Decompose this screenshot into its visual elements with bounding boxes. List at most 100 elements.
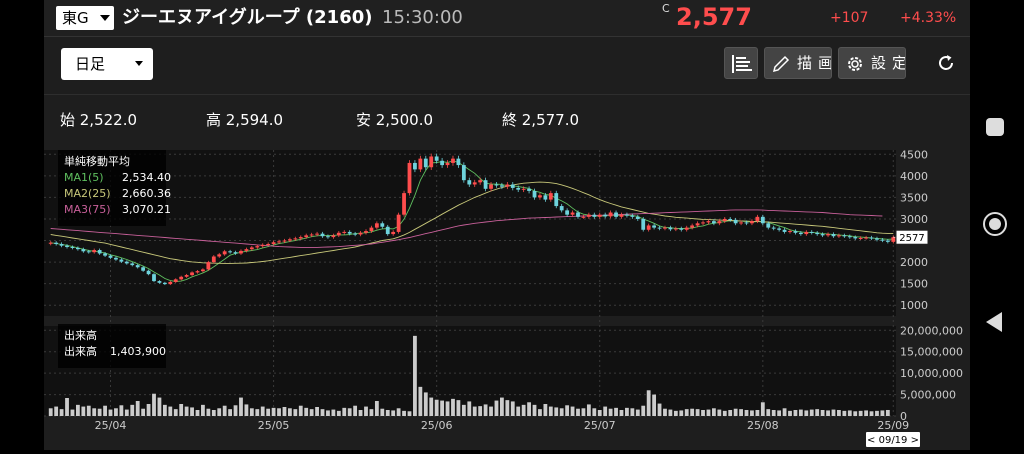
price-tick-label: 3500 bbox=[900, 191, 928, 204]
candle-body bbox=[652, 225, 657, 228]
candle-body bbox=[108, 255, 113, 258]
candle-body bbox=[217, 254, 222, 257]
candle-body bbox=[739, 222, 743, 224]
recent-apps-icon[interactable] bbox=[986, 118, 1004, 136]
volume-bar bbox=[608, 408, 613, 416]
volume-bar bbox=[75, 404, 80, 416]
candle-body bbox=[641, 218, 646, 230]
candle-body bbox=[679, 228, 684, 230]
candle-body bbox=[837, 235, 841, 237]
volume-bar bbox=[554, 407, 559, 416]
high-price: 高 2,594.0 bbox=[206, 111, 284, 129]
candle-body bbox=[304, 235, 309, 238]
date-tick-label: 25/06 bbox=[421, 419, 453, 432]
volume-bar bbox=[48, 408, 53, 416]
market-select[interactable]: 東G bbox=[56, 6, 114, 30]
candle-body bbox=[347, 231, 352, 234]
volume-bar bbox=[570, 406, 575, 416]
candle-body bbox=[162, 282, 167, 285]
candle-body bbox=[875, 238, 879, 240]
back-icon[interactable] bbox=[986, 312, 1002, 332]
candlesticks bbox=[48, 153, 896, 286]
volume-bar bbox=[494, 400, 499, 416]
candle-body bbox=[364, 231, 368, 233]
volume-bar bbox=[266, 408, 271, 416]
candle-body bbox=[249, 247, 254, 250]
home-icon[interactable] bbox=[983, 212, 1007, 236]
volume-bar bbox=[347, 408, 352, 416]
candle-body bbox=[869, 237, 874, 239]
volume-bar bbox=[548, 406, 553, 416]
chart-svg[interactable]: 1000150020002500300035004000450005,000,0… bbox=[44, 148, 970, 450]
candle-body bbox=[668, 227, 673, 230]
close-price-marker: C bbox=[662, 2, 670, 15]
volume-bar bbox=[358, 410, 363, 416]
candle-body bbox=[331, 235, 336, 238]
stock-name: ジーエヌアイグループ (2160) bbox=[122, 7, 373, 28]
price-tick-label: 3000 bbox=[900, 213, 928, 226]
volume-bar bbox=[135, 401, 140, 416]
volume-bar bbox=[630, 408, 635, 416]
volume-bar bbox=[353, 405, 358, 416]
indicator-list-button[interactable] bbox=[724, 47, 758, 79]
date-tick-label: 25/04 bbox=[95, 419, 127, 432]
volume-bar bbox=[168, 406, 173, 416]
volume-bar bbox=[739, 409, 743, 416]
volume-bar bbox=[842, 410, 847, 416]
ma2-legend: MA2(25) 2,660.36 bbox=[64, 186, 171, 202]
candle-body bbox=[353, 233, 358, 235]
volume-bar bbox=[445, 401, 450, 416]
candle-body bbox=[92, 250, 97, 253]
volume-tick-label: 0 bbox=[900, 410, 907, 423]
settings-button[interactable]: 設定 bbox=[838, 47, 906, 79]
volume-bar bbox=[538, 409, 542, 416]
volume-bar bbox=[228, 409, 233, 416]
price-panel bbox=[44, 150, 896, 316]
candle-body bbox=[826, 234, 830, 236]
candle-body bbox=[483, 180, 488, 189]
candle-body bbox=[690, 225, 695, 228]
candle-body bbox=[809, 231, 814, 233]
price-tick-label: 1500 bbox=[900, 278, 928, 291]
candle-body bbox=[255, 246, 260, 248]
candle-body bbox=[211, 256, 216, 263]
volume-tick-label: 5,000,000 bbox=[900, 389, 956, 402]
chevron-down-icon bbox=[135, 61, 143, 66]
candle-body bbox=[831, 234, 836, 237]
candle-body bbox=[760, 216, 765, 224]
volume-bar bbox=[777, 410, 782, 416]
volume-bar bbox=[646, 390, 651, 416]
period-select[interactable]: 日足 bbox=[61, 48, 153, 80]
refresh-icon[interactable] bbox=[936, 53, 956, 73]
candle-body bbox=[65, 245, 69, 248]
header-bar: 東G ジーエヌアイグループ (2160) 15:30:00 C 2,577 +1… bbox=[44, 0, 970, 37]
candle-body bbox=[548, 193, 553, 200]
volume-tick-label: 10,000,000 bbox=[900, 367, 963, 380]
volume-bar bbox=[489, 406, 493, 416]
volume-bar bbox=[298, 405, 303, 416]
volume-bar bbox=[173, 409, 178, 416]
candle-body bbox=[413, 162, 417, 170]
stock-time: 15:30:00 bbox=[382, 7, 463, 28]
volume-bar bbox=[326, 410, 330, 416]
volume-bar bbox=[309, 409, 314, 416]
candle-body bbox=[434, 156, 439, 161]
candle-body bbox=[287, 239, 292, 241]
candle-body bbox=[423, 158, 428, 168]
volume-bars bbox=[48, 335, 890, 416]
volume-bar bbox=[793, 410, 798, 416]
candle-body bbox=[853, 237, 858, 239]
volume-bar bbox=[92, 408, 97, 416]
draw-button[interactable]: 描画 bbox=[764, 47, 832, 79]
volume-bar bbox=[690, 408, 695, 416]
candle-body bbox=[880, 239, 885, 241]
volume-bar bbox=[804, 410, 809, 416]
volume-bar bbox=[369, 409, 374, 416]
candle-body bbox=[271, 242, 276, 244]
ma3-label: MA3(75) bbox=[64, 203, 111, 216]
volume-bar bbox=[750, 410, 754, 416]
candle-body bbox=[48, 242, 53, 244]
ma2-value: 2,660.36 bbox=[122, 187, 171, 200]
volume-bar bbox=[244, 404, 249, 416]
candle-body bbox=[173, 279, 178, 282]
